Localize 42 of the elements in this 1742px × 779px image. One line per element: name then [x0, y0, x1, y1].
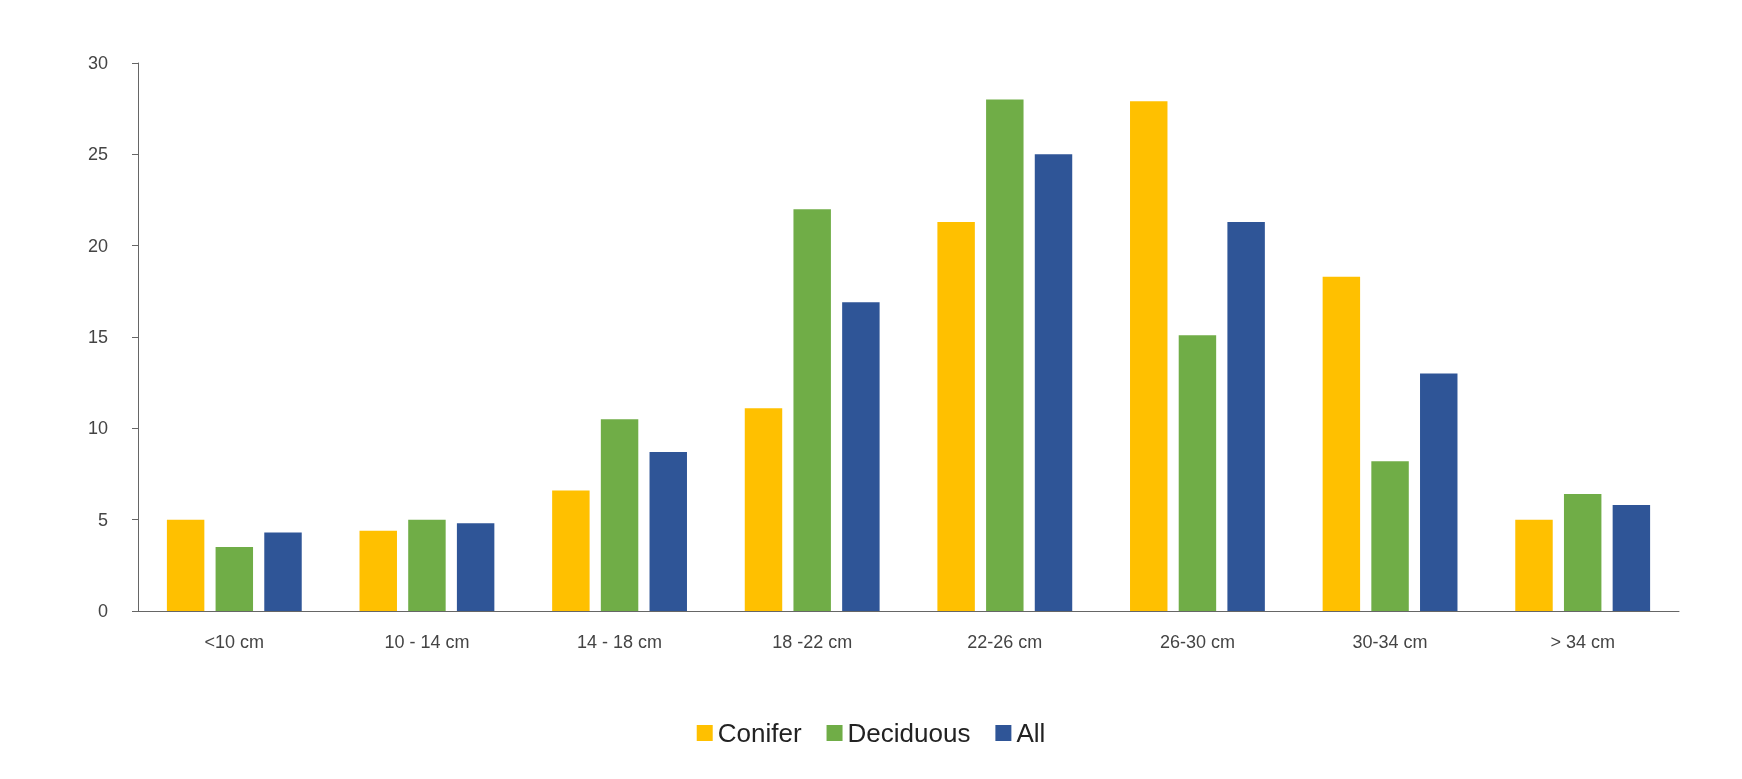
x-tick-label: 30-34 cm: [1352, 632, 1428, 652]
bar: [359, 530, 397, 611]
bar: [215, 547, 254, 611]
y-tick-label: 10: [87, 418, 108, 439]
bar: [1563, 494, 1602, 611]
x-tick-label: 18 -22 cm: [772, 632, 853, 652]
bar: [408, 519, 446, 611]
x-tick-label: 22-26 cm: [967, 632, 1043, 652]
x-tick-label: 26-30 cm: [1159, 632, 1235, 652]
bar: [1034, 154, 1073, 611]
bar: [649, 452, 687, 611]
y-tick-label: 20: [87, 235, 108, 256]
bar: [552, 490, 590, 611]
legend-label: All: [1016, 718, 1046, 748]
bar: [1178, 335, 1217, 611]
bar: [1130, 101, 1168, 611]
legend-label: Deciduous: [847, 718, 971, 748]
bar: [264, 532, 302, 611]
y-tick-label: 5: [97, 509, 108, 530]
bar: [600, 419, 639, 611]
bar: [456, 523, 495, 611]
bar: [1371, 461, 1409, 611]
y-tick-label: 0: [97, 601, 108, 621]
legend-label: Conifer: [717, 718, 802, 748]
y-tick-label: 30: [87, 53, 108, 73]
y-tick-label: 25: [87, 144, 108, 165]
bar: [744, 408, 783, 611]
bar: [1227, 221, 1265, 611]
bar: [1515, 519, 1553, 611]
x-tick-label: 14 - 18 cm: [577, 632, 663, 652]
bar: [986, 99, 1024, 611]
bar: [1612, 505, 1651, 611]
x-tick-label: <10 cm: [204, 632, 265, 652]
bar: [793, 209, 831, 611]
bar: [937, 221, 975, 611]
bar: [842, 302, 880, 611]
x-tick-label: > 34 cm: [1550, 632, 1615, 652]
bar: [166, 519, 205, 611]
y-tick-label: 15: [87, 327, 108, 347]
x-tick-label: 10 - 14 cm: [384, 632, 470, 652]
bar: [1420, 373, 1458, 611]
bar: [1322, 276, 1361, 611]
